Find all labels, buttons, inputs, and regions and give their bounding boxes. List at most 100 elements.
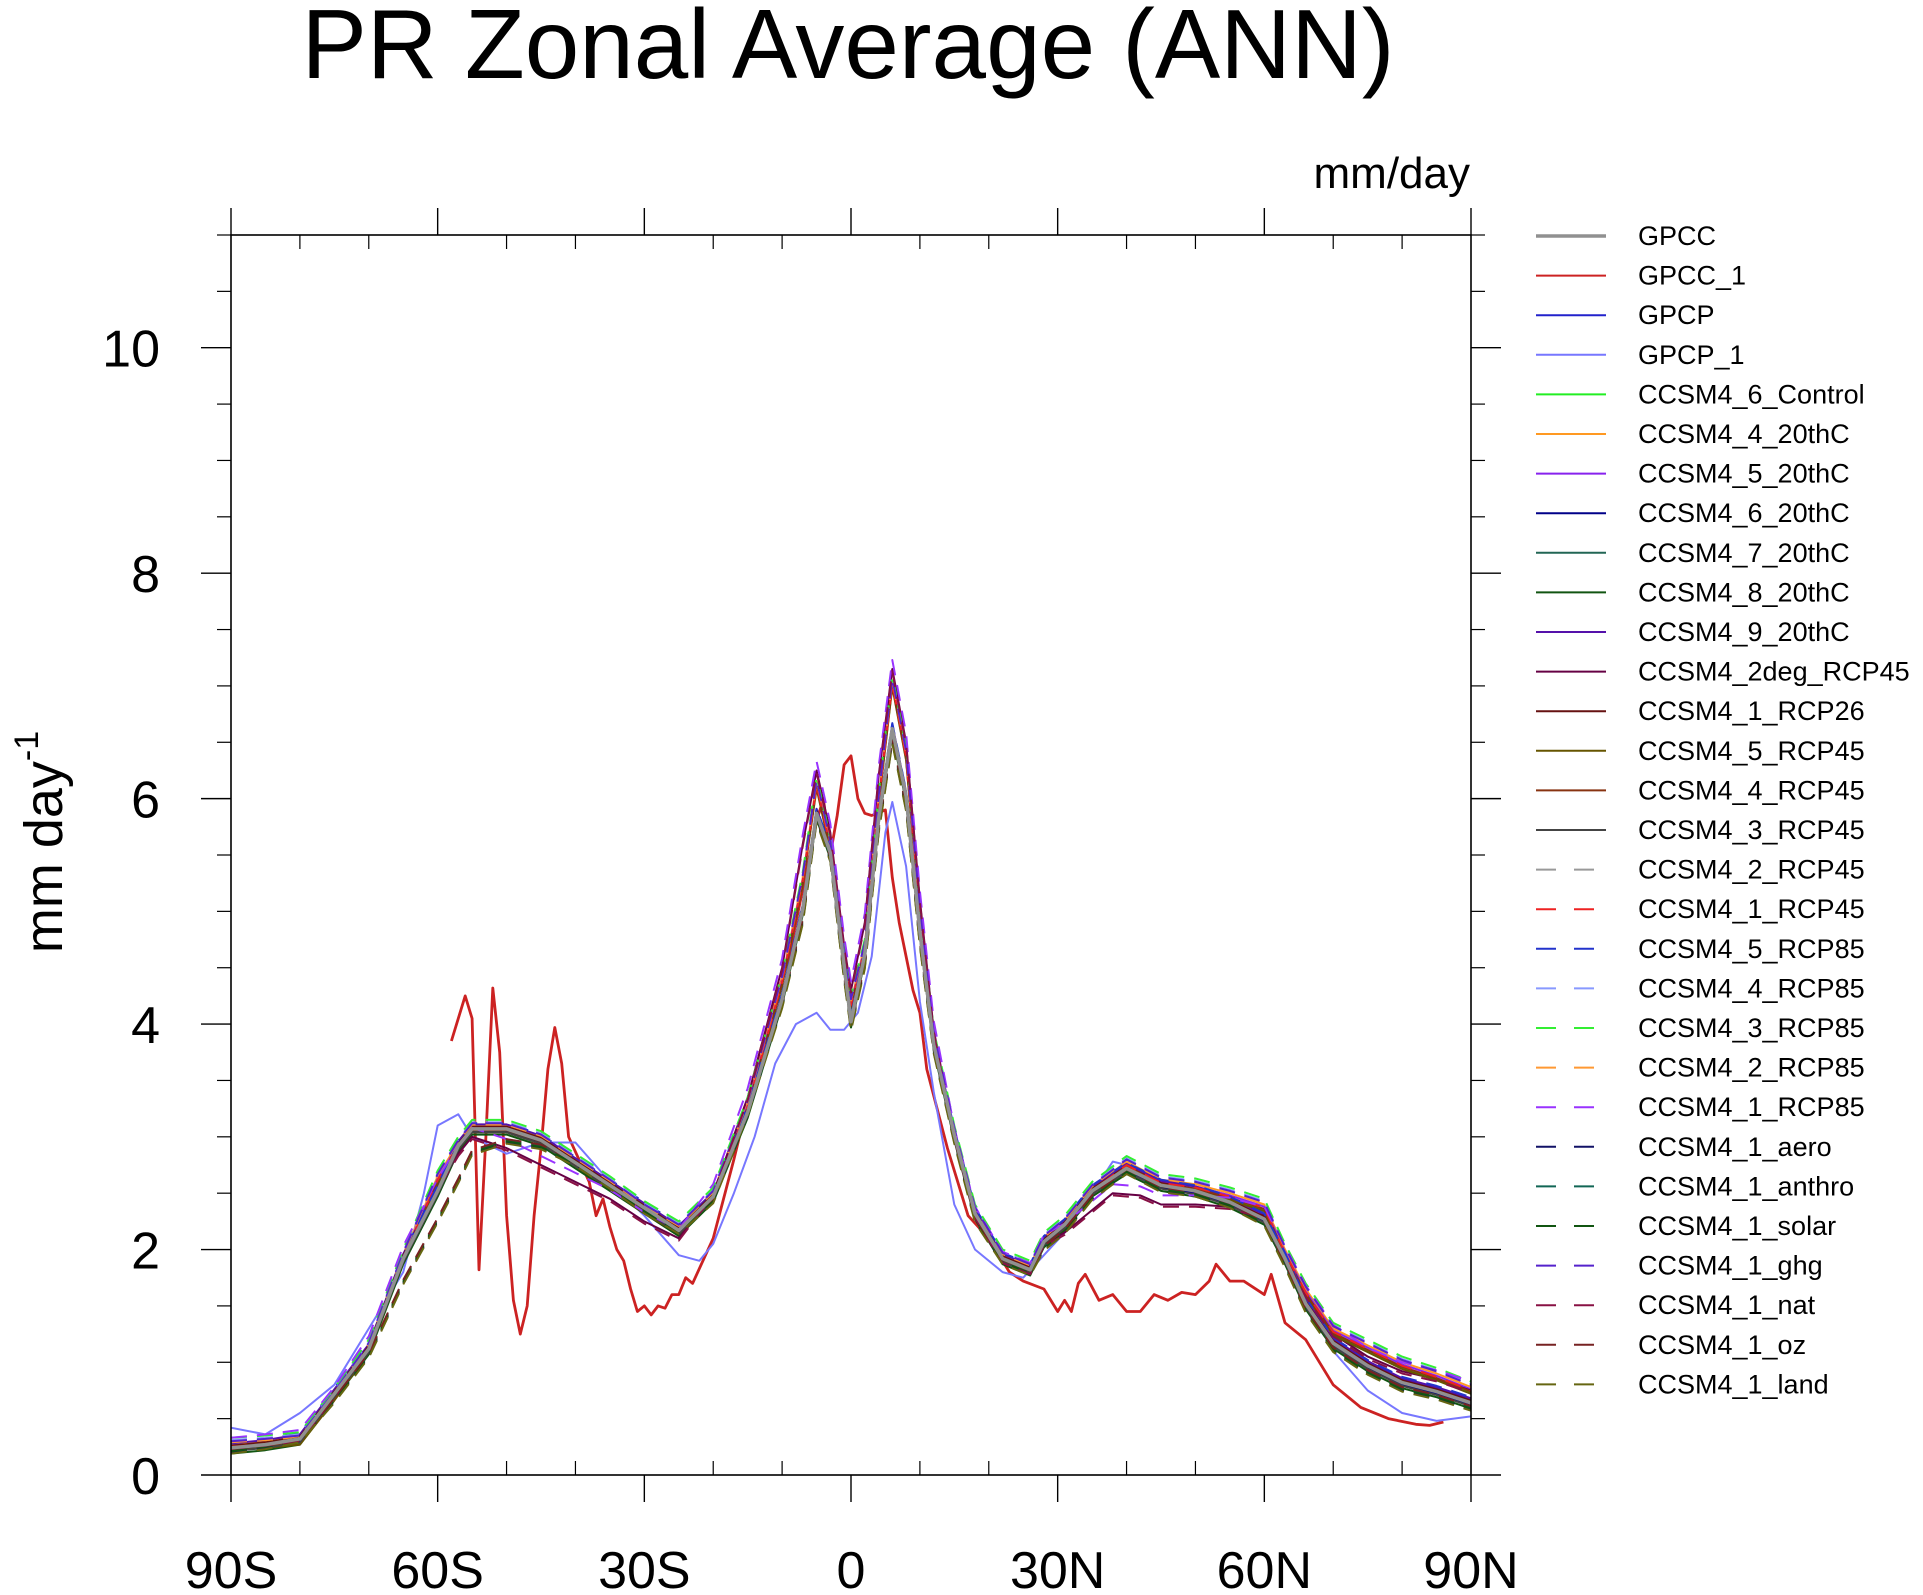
legend-item: CCSM4_5_RCP85 — [1536, 934, 1865, 964]
legend-item: CCSM4_5_RCP45 — [1536, 736, 1865, 766]
legend-label: GPCP_1 — [1638, 340, 1745, 370]
x-tick-label: 90N — [1423, 1542, 1518, 1595]
legend-item: GPCC_1 — [1536, 261, 1746, 291]
legend-label: CCSM4_1_aero — [1638, 1132, 1832, 1162]
legend-label: CCSM4_1_RCP26 — [1638, 696, 1865, 726]
legend-item: CCSM4_4_RCP85 — [1536, 973, 1865, 1003]
legend-label: CCSM4_2_RCP45 — [1638, 855, 1865, 885]
y-axis-tick-labels: 0 2 4 6 8 10 — [102, 321, 160, 1506]
x-axis-tick-labels: 90S 60S 30S 0 30N 60N 90N — [185, 1542, 1519, 1595]
series-line-CCSM4_1_nat — [231, 670, 1471, 1451]
legend-label: CCSM4_4_RCP45 — [1638, 775, 1865, 805]
series-line-GPCP_1 — [231, 801, 1471, 1436]
legend-item: CCSM4_1_solar — [1536, 1211, 1836, 1241]
series-line-CCSM4_1_aero — [231, 741, 1471, 1454]
y-tick-label: 10 — [102, 321, 160, 379]
legend-label: CCSM4_1_RCP45 — [1638, 894, 1865, 924]
series-line-CCSM4_2deg_RCP45 — [231, 668, 1471, 1448]
legend-item: CCSM4_6_Control — [1536, 379, 1865, 409]
legend-label: CCSM4_1_RCP85 — [1638, 1092, 1865, 1122]
series-lines — [231, 659, 1471, 1455]
legend-item: CCSM4_1_land — [1536, 1369, 1829, 1399]
legend-label: CCSM4_1_solar — [1638, 1211, 1836, 1241]
legend-label: CCSM4_2deg_RCP45 — [1638, 657, 1910, 687]
legend-item: GPCP_1 — [1536, 340, 1745, 370]
series-line-CCSM4_1_oz — [231, 737, 1471, 1451]
x-tick-label: 30S — [598, 1542, 691, 1595]
y-tick-label: 2 — [131, 1223, 160, 1281]
legend-item: CCSM4_1_RCP85 — [1536, 1092, 1865, 1122]
x-tick-label: 60S — [391, 1542, 484, 1595]
legend-item: CCSM4_1_RCP45 — [1536, 894, 1865, 924]
series-line-CCSM4_2_RCP45 — [231, 727, 1471, 1449]
legend-label: CCSM4_7_20thC — [1638, 538, 1850, 568]
legend-label: CCSM4_8_20thC — [1638, 577, 1850, 607]
series-line-CCSM4_7_20thC — [231, 726, 1471, 1448]
legend-label: CCSM4_9_20thC — [1638, 617, 1850, 647]
legend-item: CCSM4_3_RCP85 — [1536, 1013, 1865, 1043]
series-line-GPCC_1 — [450, 754, 1444, 1427]
legend-label: CCSM4_4_RCP85 — [1638, 973, 1865, 1003]
legend-item: CCSM4_9_20thC — [1536, 617, 1850, 647]
series-line-CCSM4_4_20thC — [231, 679, 1471, 1445]
legend-label: GPCC — [1638, 221, 1716, 251]
major-ticks — [201, 208, 1501, 1502]
y-tick-label: 8 — [131, 546, 160, 604]
series-line-CCSM4_9_20thC — [231, 723, 1471, 1445]
legend-label: CCSM4_5_RCP45 — [1638, 736, 1865, 766]
series-line-GPCC — [231, 726, 1471, 1450]
legend-item: CCSM4_8_20thC — [1536, 577, 1850, 607]
legend-item: CCSM4_3_RCP45 — [1536, 815, 1865, 845]
legend-label: CCSM4_6_20thC — [1638, 498, 1850, 528]
legend-label: CCSM4_1_oz — [1638, 1330, 1806, 1360]
series-line-CCSM4_6_20thC — [231, 730, 1471, 1452]
series-line-CCSM4_6_Control — [231, 684, 1471, 1451]
series-line-CCSM4_1_RCP45 — [231, 682, 1471, 1448]
series-line-CCSM4_4_RCP45 — [231, 683, 1471, 1449]
chart-title: PR Zonal Average (ANN) — [302, 0, 1395, 99]
legend-item: GPCP — [1536, 300, 1715, 330]
legend-item: CCSM4_6_20thC — [1536, 498, 1850, 528]
x-tick-label: 60N — [1217, 1542, 1312, 1595]
legend-item: CCSM4_4_RCP45 — [1536, 775, 1865, 805]
y-tick-label: 0 — [131, 1448, 160, 1506]
legend-item: CCSM4_2deg_RCP45 — [1536, 657, 1910, 687]
legend-label: CCSM4_1_ghg — [1638, 1251, 1823, 1281]
series-line-CCSM4_1_anthro — [231, 739, 1471, 1452]
legend-label: GPCP — [1638, 300, 1715, 330]
minor-ticks — [217, 234, 1485, 1475]
legend-label: CCSM4_3_RCP45 — [1638, 815, 1865, 845]
series-line-CCSM4_2_RCP85 — [231, 678, 1471, 1444]
legend-item: CCSM4_1_RCP26 — [1536, 696, 1865, 726]
legend-label: CCSM4_1_anthro — [1638, 1171, 1854, 1201]
legend-label: CCSM4_3_RCP85 — [1638, 1013, 1865, 1043]
legend-item: CCSM4_1_anthro — [1536, 1171, 1854, 1201]
legend-label: GPCC_1 — [1638, 261, 1746, 291]
y-tick-label: 4 — [131, 997, 160, 1055]
legend-item: CCSM4_2_RCP45 — [1536, 855, 1865, 885]
y-tick-label: 6 — [131, 772, 160, 830]
series-line-CCSM4_1_land — [231, 742, 1471, 1455]
series-line-CCSM4_5_RCP45 — [231, 686, 1471, 1452]
units-label: mm/day — [1314, 149, 1470, 198]
legend-item: CCSM4_2_RCP85 — [1536, 1053, 1865, 1083]
series-line-CCSM4_4_RCP85 — [231, 675, 1471, 1442]
series-line-CCSM4_1_ghg — [231, 677, 1471, 1443]
series-line-CCSM4_1_RCP26 — [231, 725, 1471, 1447]
x-tick-label: 90S — [185, 1542, 278, 1595]
plot-frame — [230, 234, 1472, 1476]
legend-item: CCSM4_1_oz — [1536, 1330, 1806, 1360]
series-line-CCSM4_5_RCP85 — [231, 722, 1471, 1444]
legend-item: CCSM4_4_20thC — [1536, 419, 1850, 449]
x-tick-label: 30N — [1010, 1542, 1105, 1595]
y-axis-label-text: mm day — [14, 761, 74, 953]
series-line-CCSM4_3_RCP45 — [231, 731, 1471, 1453]
x-tick-label: 0 — [837, 1542, 866, 1595]
legend-label: CCSM4_2_RCP85 — [1638, 1053, 1865, 1083]
legend-item: CCSM4_5_20thC — [1536, 459, 1850, 489]
legend: GPCC GPCC_1 GPCP GPCP_1 CCSM4_6_Control CCSM4… — [1536, 221, 1910, 1399]
series-line-GPCP — [231, 724, 1471, 1446]
legend-label: CCSM4_4_20thC — [1638, 419, 1850, 449]
legend-item: CCSM4_1_aero — [1536, 1132, 1832, 1162]
